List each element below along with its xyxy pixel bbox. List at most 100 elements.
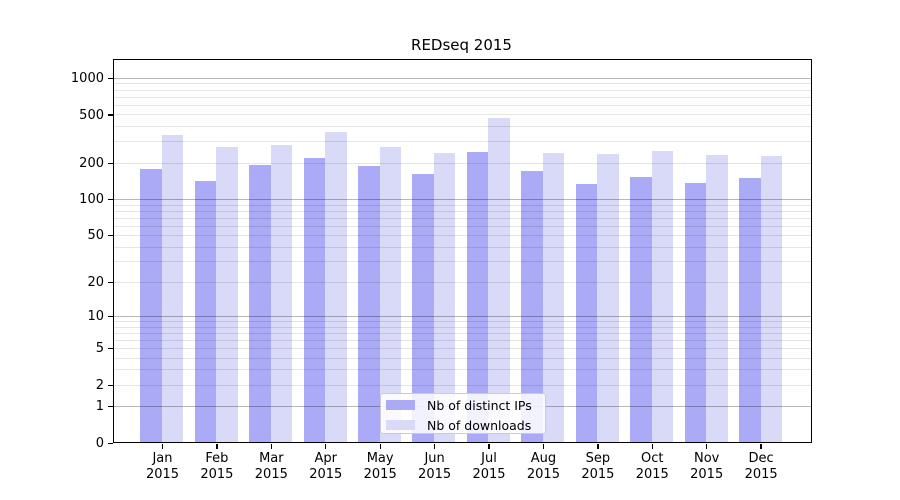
bar-mar-downloads — [270, 144, 293, 443]
x-axis-tick — [651, 443, 653, 449]
x-tick-year: 2015 — [363, 466, 397, 482]
x-axis-tick — [760, 443, 762, 449]
x-tick-month: Jul — [481, 451, 497, 466]
bar-feb-distinct-ips — [194, 181, 217, 443]
y-tick-label: 100 — [79, 192, 104, 208]
x-tick-year: 2015 — [690, 466, 724, 482]
y-tick-label: 1 — [95, 399, 104, 415]
x-axis-tick — [161, 443, 164, 449]
x-tick-label: Jul 2015 — [453, 451, 525, 482]
x-axis-tick — [597, 443, 599, 449]
bar-dec-distinct-ips — [739, 177, 761, 443]
y-tick-label: 20 — [87, 275, 104, 291]
x-tick-month: Sep — [585, 451, 611, 466]
y-gridline-minor — [113, 126, 811, 128]
legend-swatch-downloads — [386, 420, 415, 431]
x-tick-year: 2015 — [200, 466, 234, 482]
legend-label-distinct-ips: Nb of distinct IPs — [427, 397, 532, 413]
bar-oct-distinct-ips — [630, 177, 652, 443]
y-axis-tick — [107, 281, 113, 284]
y-gridline-minor — [113, 114, 811, 116]
y-axis-tick — [107, 442, 113, 444]
y-gridline-minor — [113, 83, 811, 85]
bar-mar-distinct-ips — [249, 165, 271, 443]
bar-jun-distinct-ips — [412, 174, 434, 443]
x-tick-month: Jan — [152, 451, 173, 466]
y-gridline-minor — [113, 141, 811, 143]
bar-sep-distinct-ips — [575, 183, 598, 443]
bar-jul-downloads — [488, 117, 510, 443]
bar-aug-downloads — [542, 153, 565, 443]
x-axis-tick — [216, 443, 218, 449]
y-tick-label: 1000 — [70, 71, 104, 86]
x-tick-month: Mar — [259, 451, 284, 466]
x-tick-label: Jan 2015 — [127, 451, 199, 482]
x-tick-month: Dec — [748, 451, 774, 466]
x-tick-year: 2015 — [309, 466, 343, 482]
y-gridline-major — [113, 77, 811, 79]
x-tick-year: 2015 — [581, 466, 615, 482]
x-axis-tick — [270, 443, 272, 449]
x-tick-label: Aug 2015 — [507, 451, 579, 482]
y-tick-label: 50 — [87, 228, 104, 244]
y-gridline-minor — [113, 96, 811, 98]
y-axis-tick — [107, 235, 113, 237]
y-tick-label: 0 — [95, 435, 104, 451]
x-axis-tick — [706, 443, 708, 449]
y-axis-tick — [107, 114, 113, 116]
x-tick-year: 2015 — [472, 466, 506, 482]
y-axis-tick — [107, 348, 113, 350]
y-axis-tick — [107, 406, 113, 408]
y-tick-label: 500 — [79, 107, 104, 123]
x-tick-month: Jun — [424, 451, 445, 466]
bar-may-distinct-ips — [358, 166, 380, 443]
bar-jun-downloads — [433, 152, 456, 443]
x-tick-year: 2015 — [145, 466, 180, 482]
legend-item-distinct-ips: Nb of distinct IPs — [386, 395, 532, 415]
x-axis-tick — [325, 443, 327, 449]
bar-nov-distinct-ips — [684, 183, 707, 443]
x-tick-month: Oct — [641, 451, 664, 466]
x-axis-tick — [379, 443, 381, 449]
bar-feb-downloads — [216, 147, 238, 443]
plot-area — [112, 59, 812, 444]
legend-item-downloads: Nb of downloads — [386, 415, 531, 435]
x-axis-tick — [542, 443, 545, 449]
y-axis-tick — [107, 316, 113, 318]
bar-aug-distinct-ips — [521, 170, 543, 443]
bar-jan-downloads — [161, 134, 184, 443]
x-tick-year: 2015 — [254, 466, 288, 482]
bar-apr-downloads — [325, 132, 347, 443]
y-tick-label: 5 — [95, 341, 104, 357]
bar-jul-distinct-ips — [466, 151, 489, 443]
x-tick-label: Sep 2015 — [562, 451, 634, 482]
x-tick-label: Dec 2015 — [725, 451, 797, 482]
y-axis-tick — [107, 384, 113, 386]
bar-apr-distinct-ips — [303, 157, 326, 443]
bar-dec-downloads — [760, 156, 782, 443]
bar-may-downloads — [379, 146, 402, 443]
x-tick-label: Mar 2015 — [235, 451, 307, 482]
x-tick-month: Nov — [694, 451, 720, 466]
legend-label-downloads: Nb of downloads — [427, 417, 532, 433]
y-gridline-minor — [113, 89, 811, 91]
legend-swatch-distinct-ips — [386, 400, 415, 411]
x-tick-label: Feb 2015 — [181, 451, 253, 482]
x-axis-tick — [433, 443, 436, 449]
x-axis-tick — [488, 443, 490, 449]
y-tick-label: 2 — [95, 377, 104, 393]
x-tick-label: Jun 2015 — [399, 451, 471, 482]
bar-nov-downloads — [706, 154, 728, 443]
bar-oct-downloads — [651, 150, 674, 443]
chart-title: REDseq 2015 — [411, 36, 512, 54]
x-tick-year: 2015 — [635, 466, 669, 482]
x-tick-label: May 2015 — [344, 451, 416, 482]
x-tick-year: 2015 — [526, 466, 560, 482]
x-tick-month: Aug — [530, 451, 557, 466]
y-gridline-minor — [113, 104, 811, 106]
x-tick-month: Apr — [314, 451, 338, 466]
x-tick-label: Apr 2015 — [290, 451, 362, 482]
y-axis-tick — [107, 77, 113, 80]
x-tick-month: Feb — [205, 451, 229, 466]
